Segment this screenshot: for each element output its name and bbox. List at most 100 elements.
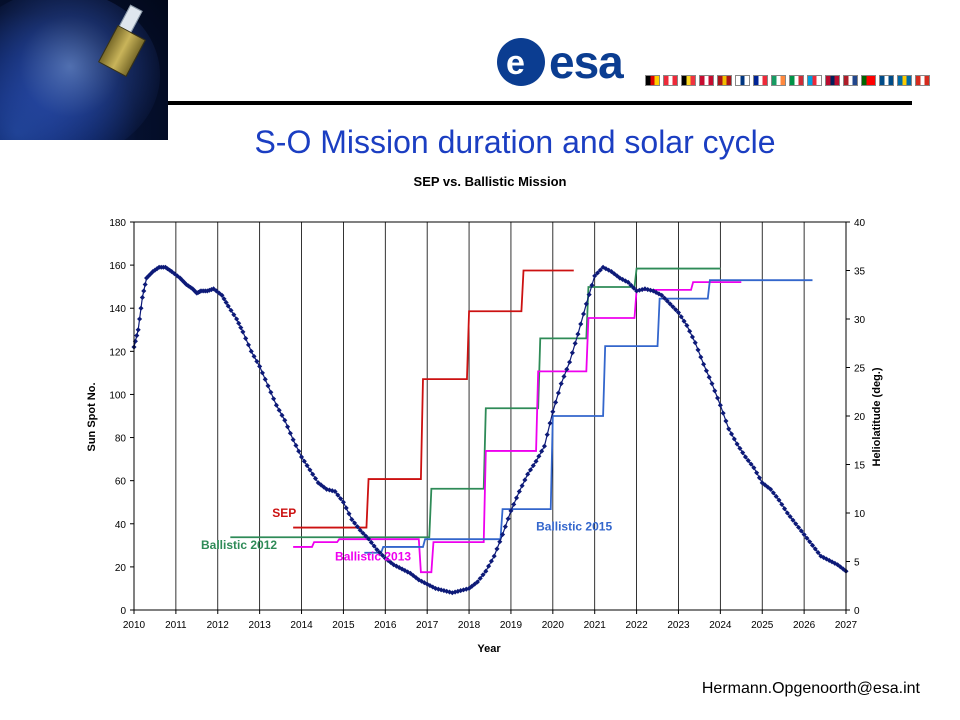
sunspot-point: [304, 463, 310, 469]
sunspot-point: [790, 517, 796, 523]
sunspot-point: [550, 409, 556, 415]
sunspot-point: [692, 340, 698, 346]
footer-email: Hermann.Opgenoorth@esa.int: [701, 680, 920, 697]
axis-ticks: 2010 2011 2012 2013 2014 2015 2016 2017 2018 2019…: [109, 218, 865, 631]
sunspot-point: [502, 524, 508, 530]
sunspot-point: [494, 546, 500, 552]
sunspot-point: [497, 539, 503, 545]
sunspot-point: [139, 294, 145, 300]
sunspot-point: [301, 458, 307, 464]
x-tick-label: 2022: [625, 620, 648, 631]
sunspot-point: [756, 475, 762, 481]
sunspot-point: [135, 327, 141, 333]
header-divider: [168, 101, 912, 105]
sunspot-point: [141, 288, 147, 294]
sunspot-point: [709, 381, 715, 387]
sunspot-point: [670, 304, 676, 310]
y2-tick-label: 25: [854, 364, 866, 375]
x-tick-label: 2013: [249, 620, 272, 631]
label-ballistic-2015: Ballistic 2015: [536, 519, 612, 533]
sunspot-point: [228, 307, 234, 313]
sunspot-point: [296, 448, 302, 454]
sunspot-point: [505, 516, 511, 522]
sunspot-point: [298, 454, 305, 460]
sunspot-point: [564, 366, 570, 372]
sunspot-point: [779, 501, 785, 507]
x-tick-label: 2016: [374, 620, 397, 631]
sunspot-point: [717, 402, 723, 408]
sunspot-point: [561, 373, 567, 380]
x-tick-label: 2024: [709, 620, 732, 631]
y2-axis-label: Heliolatitude (deg.): [871, 367, 883, 466]
sunspot-point: [625, 279, 631, 285]
y-tick-label: 80: [115, 434, 127, 445]
y2-tick-label: 5: [854, 558, 860, 569]
y-tick-label: 60: [115, 477, 127, 488]
sunspot-point: [734, 441, 740, 447]
x-axis-label: Year: [477, 643, 501, 655]
sunspot-point: [273, 402, 279, 408]
slide-title: S-O Mission duration and solar cycle: [254, 124, 776, 160]
flag-icon: [771, 75, 786, 86]
sunspot-point: [572, 340, 578, 346]
sunspot-point: [488, 558, 494, 564]
sunspot-point: [798, 528, 804, 534]
y-tick-label: 0: [120, 606, 126, 617]
sunspot-point: [575, 331, 581, 337]
y-tick-label: 140: [109, 304, 126, 315]
y2-tick-label: 40: [854, 218, 866, 229]
solar-orbiter-corner-image: [0, 0, 168, 140]
sunspot-point: [134, 332, 140, 339]
sunspot-point: [597, 267, 603, 273]
sunspot-point: [578, 321, 584, 327]
sunspot-point: [231, 312, 237, 318]
x-tick-label: 2018: [458, 620, 481, 631]
sunspot-point: [804, 535, 810, 541]
y2-tick-label: 10: [854, 509, 866, 520]
x-tick-label: 2023: [667, 620, 690, 631]
sunspot-point: [338, 496, 344, 502]
y-axis-label: Sun Spot No.: [86, 382, 98, 451]
sunspot-point: [254, 358, 260, 364]
flag-icon: [897, 75, 912, 86]
sunspot-point: [731, 436, 737, 442]
sunspot-point: [569, 350, 575, 356]
y-tick-label: 20: [115, 563, 127, 574]
sunspot-point: [138, 305, 144, 311]
sunspot-point: [558, 381, 564, 387]
sunspot-point: [293, 442, 299, 449]
sunspot-point: [245, 342, 252, 348]
flag-icon: [861, 75, 876, 86]
flag-icon: [879, 75, 894, 86]
sunspot-point: [715, 395, 721, 401]
sunspot-point: [555, 390, 561, 396]
sunspot-point: [290, 437, 296, 443]
sunspot-point: [519, 483, 525, 489]
sunspot-point: [257, 363, 263, 369]
sunspot-point: [377, 549, 383, 556]
flag-icon: [915, 75, 930, 86]
sunspot-point: [137, 316, 143, 322]
y2-tick-label: 35: [854, 267, 866, 278]
sunspot-point: [262, 376, 268, 382]
sunspot-point: [793, 521, 799, 527]
sunspot-point: [240, 329, 246, 335]
x-tick-label: 2014: [290, 620, 313, 631]
sunspot-point: [354, 524, 360, 530]
flag-icon: [843, 75, 858, 86]
sunspot-point: [807, 539, 813, 545]
sunspot-point: [583, 301, 589, 307]
sunspot-point: [486, 563, 492, 569]
sunspot-point: [332, 488, 338, 494]
sunspot-point: [768, 486, 774, 492]
sunspot-point: [335, 492, 341, 498]
sunspot-point: [754, 470, 760, 476]
x-tick-label: 2021: [584, 620, 607, 631]
esa-logo-mark: e: [497, 38, 545, 86]
sunspot-point: [225, 303, 231, 309]
sunspot-point: [513, 495, 520, 501]
sunspot-point: [703, 368, 709, 374]
sunspot-point: [251, 353, 257, 359]
sunspot-point: [567, 359, 573, 365]
